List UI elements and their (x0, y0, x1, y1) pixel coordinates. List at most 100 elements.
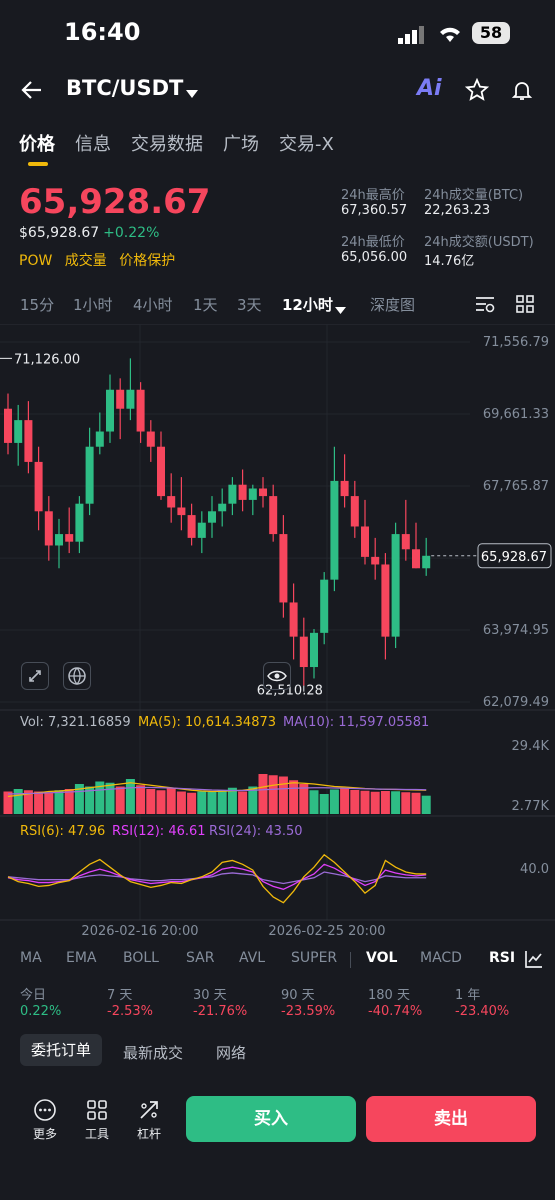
candle-body (401, 534, 410, 550)
candle-body (208, 511, 216, 523)
rsi-legend: RSI(24): 43.50 (209, 824, 303, 839)
interval-3d[interactable]: 3天 (237, 296, 262, 314)
interval-caret-icon[interactable] (335, 300, 346, 319)
candle-body (14, 420, 23, 443)
volume-legend: Vol: 7,321.16859 (20, 715, 131, 730)
volume-bar (54, 790, 64, 814)
tab-trade-x[interactable]: 交易-X (279, 134, 334, 155)
tab-info[interactable]: 信息 (75, 134, 111, 155)
price-axis-tick: 63,974.95 (483, 623, 549, 638)
ai-button[interactable]: Ai (417, 76, 442, 101)
more-button[interactable]: 更多 (25, 1098, 65, 1142)
leverage-button[interactable]: 杠杆 (129, 1098, 169, 1142)
indicator-boll[interactable]: BOLL (123, 950, 159, 966)
indicator-ema[interactable]: EMA (66, 950, 97, 966)
perf-label-180d: 180 天 (368, 988, 410, 1003)
stat-vol-btc-label: 24h成交量(BTC) (424, 188, 524, 203)
interval-1h[interactable]: 1小时 (73, 296, 113, 314)
star-icon[interactable] (464, 77, 490, 106)
volume-bar (309, 790, 319, 814)
trading-pair-title[interactable]: BTC/USDT (66, 76, 184, 100)
indicator-chart-icon[interactable] (523, 948, 545, 974)
volume-bar (370, 791, 380, 814)
volume-bar (238, 791, 248, 814)
volume-bar (187, 792, 197, 814)
volume-bar (278, 776, 288, 814)
indicator-super[interactable]: SUPER (291, 950, 338, 966)
status-bar: 16:40 58 (0, 0, 555, 66)
candle-body (136, 389, 145, 432)
perf-value-7d: -2.53% (107, 1004, 153, 1019)
fullscreen-icon[interactable] (21, 662, 49, 690)
volume-legend: MA(10): 11,597.05581 (283, 715, 429, 730)
tab-square[interactable]: 广场 (223, 134, 259, 155)
candle-body (289, 602, 298, 637)
indicator-rsi[interactable]: RSI (489, 950, 516, 966)
eye-icon[interactable] (263, 662, 291, 690)
volume-bar (421, 795, 431, 814)
tag-price-protection[interactable]: 价格保护 (119, 253, 176, 269)
candle-body (248, 488, 257, 500)
interval-4h[interactable]: 4小时 (133, 296, 173, 314)
tab-latest-trades[interactable]: 最新成交 (123, 1044, 184, 1062)
candle-body (218, 503, 227, 512)
candle-body (187, 515, 196, 538)
candle-body (65, 534, 74, 542)
candle-body (75, 503, 84, 542)
price-subline: $65,928.67 +0.22% (19, 225, 159, 241)
back-arrow-icon[interactable] (20, 78, 44, 106)
price-axis-tick: 62,079.49 (483, 695, 549, 710)
tab-network[interactable]: 网络 (216, 1044, 247, 1062)
rsi6-line (7, 853, 427, 904)
candle-body (146, 431, 155, 447)
indicator-ma[interactable]: MA (20, 950, 42, 966)
candle-body (381, 564, 390, 637)
globe-icon[interactable] (63, 662, 91, 690)
candle-body (350, 496, 359, 527)
volume-bar (176, 791, 186, 814)
price-chart[interactable]: 71,556.79 69,661.33 67,765.87 63,974.95 62,0… (0, 324, 555, 940)
interval-15m[interactable]: 15分 (20, 296, 55, 314)
volume-bar (360, 790, 370, 814)
tag-volume[interactable]: 成交量 (64, 253, 107, 269)
interval-depth[interactable]: 深度图 (370, 296, 416, 314)
perf-label-30d: 30 天 (193, 988, 227, 1003)
grid-layout-icon[interactable] (515, 294, 535, 318)
candle-body (55, 534, 63, 546)
indicator-macd[interactable]: MACD (420, 950, 462, 966)
volume-bar (217, 790, 227, 814)
volume-axis-tick: 2.77K (512, 799, 550, 814)
caret-down-icon[interactable] (185, 84, 199, 103)
sell-button[interactable]: 卖出 (366, 1096, 536, 1142)
indicator-vol[interactable]: VOL (366, 950, 398, 966)
bell-icon[interactable] (510, 78, 534, 106)
interval-1d[interactable]: 1天 (193, 296, 218, 314)
volume-bar (340, 788, 350, 814)
indicator-avl[interactable]: AVL (239, 950, 266, 966)
chart-settings-icon[interactable] (474, 294, 496, 318)
candle-body (116, 389, 125, 409)
price-axis-tick: 69,661.33 (483, 407, 549, 422)
leverage-label: 杠杆 (136, 1127, 161, 1141)
tab-trading-data[interactable]: 交易数据 (131, 134, 203, 155)
volume-bar (95, 781, 105, 814)
status-time: 16:40 (64, 18, 141, 46)
tag-pow[interactable]: POW (19, 253, 53, 269)
rsi-legend: RSI(6): 47.96 (20, 824, 105, 839)
volume-bar (411, 792, 421, 814)
indicator-divider (350, 952, 351, 968)
perf-label-90d: 90 天 (281, 988, 315, 1003)
perf-value-180d: -40.74% (368, 1004, 423, 1019)
indicator-sar[interactable]: SAR (186, 950, 215, 966)
buy-button[interactable]: 买入 (186, 1096, 356, 1142)
interval-12h[interactable]: 12小时 (282, 296, 333, 314)
tab-open-orders[interactable]: 委托订单 (20, 1034, 102, 1066)
tools-button[interactable]: 工具 (77, 1098, 117, 1142)
volume-bar (207, 792, 217, 814)
tag-list: POW 成交量 价格保护 (19, 250, 183, 270)
candle-body (238, 484, 247, 500)
signal-icon (398, 26, 426, 48)
more-icon (34, 1099, 56, 1121)
tab-price[interactable]: 价格 (19, 134, 55, 155)
header: BTC/USDT Ai (0, 66, 555, 114)
